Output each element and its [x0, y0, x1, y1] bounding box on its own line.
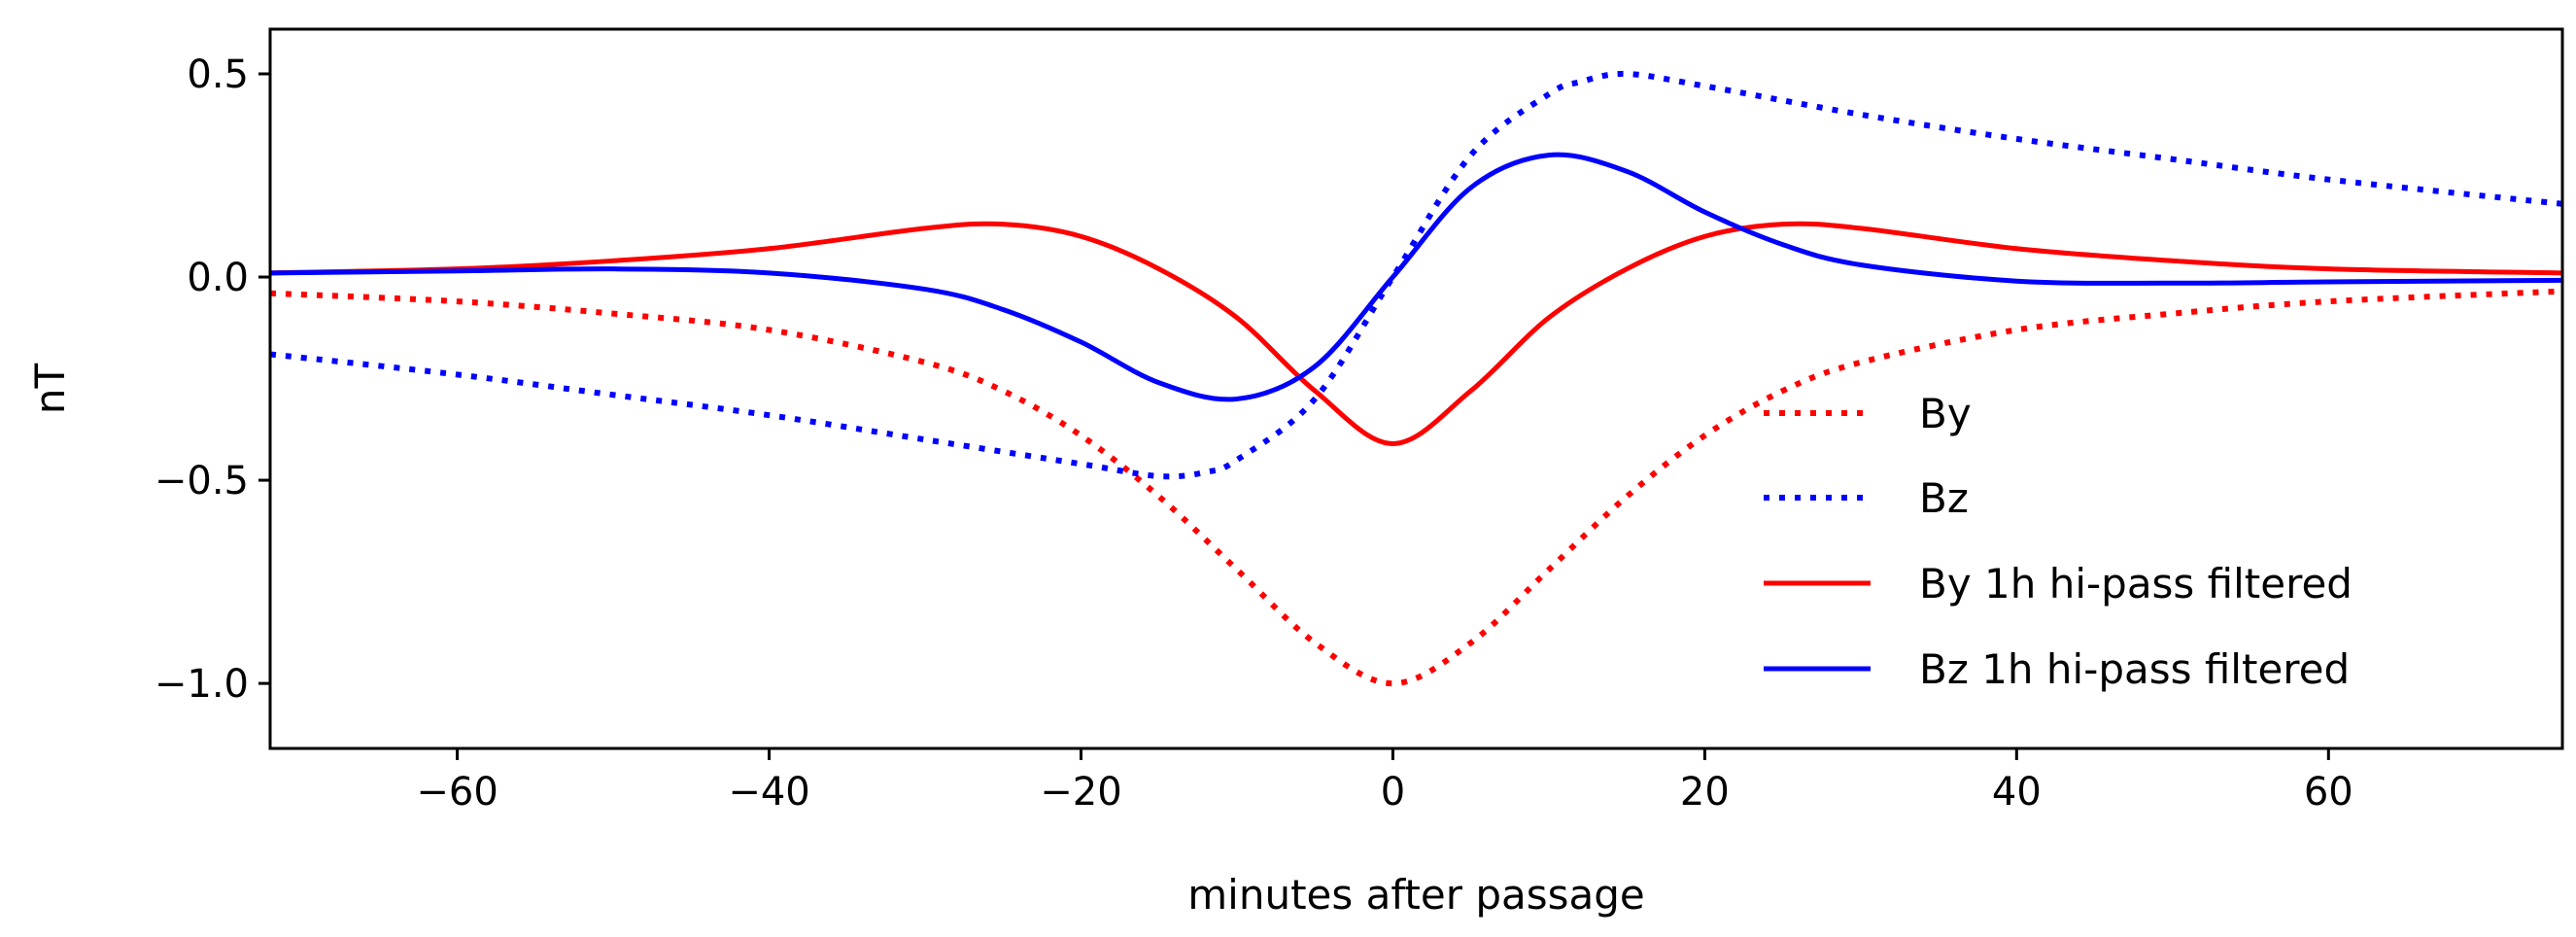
ticks-layer: −60 −40 −20 0 20 40 60 0.5 0.0 −0.5 −1.0: [155, 52, 2353, 815]
x-tick-label: −20: [1040, 770, 1121, 815]
plot-frame: [268, 27, 2564, 750]
legend: By Bz By 1h hi-pass filtered Bz 1h hi-pass …: [1764, 390, 2353, 693]
y-tick-label: −0.5: [155, 459, 249, 503]
x-tick-label: −40: [728, 770, 809, 815]
x-tick-label: −60: [416, 770, 498, 815]
x-axis-label: minutes after passage: [1187, 871, 1644, 919]
series-line-by: [270, 288, 2562, 687]
series-line-by-1h-hi-pass-filtered: [270, 221, 2562, 446]
legend-label-bz: Bz: [1919, 474, 1969, 522]
y-tick-label: −1.0: [155, 662, 249, 707]
x-tick-label: 60: [2304, 770, 2353, 815]
x-tick-label: 40: [1992, 770, 2042, 815]
series-line-bz-1h-hi-pass-filtered: [270, 152, 2562, 402]
x-tick-label: 20: [1680, 770, 1730, 815]
legend-label-bz-1h-hi-pass-filtered: Bz 1h hi-pass filtered: [1919, 645, 2350, 693]
y-tick-label: 0.5: [187, 52, 249, 97]
series-layer: [270, 70, 2562, 687]
y-axis-label: nT: [26, 364, 74, 415]
y-tick-label: 0.0: [187, 256, 249, 300]
legend-label-by: By: [1919, 390, 1972, 437]
legend-label-by-1h-hi-pass-filtered: By 1h hi-pass filtered: [1919, 560, 2353, 607]
x-tick-label: 0: [1381, 770, 1405, 815]
series-line-bz: [270, 70, 2562, 480]
